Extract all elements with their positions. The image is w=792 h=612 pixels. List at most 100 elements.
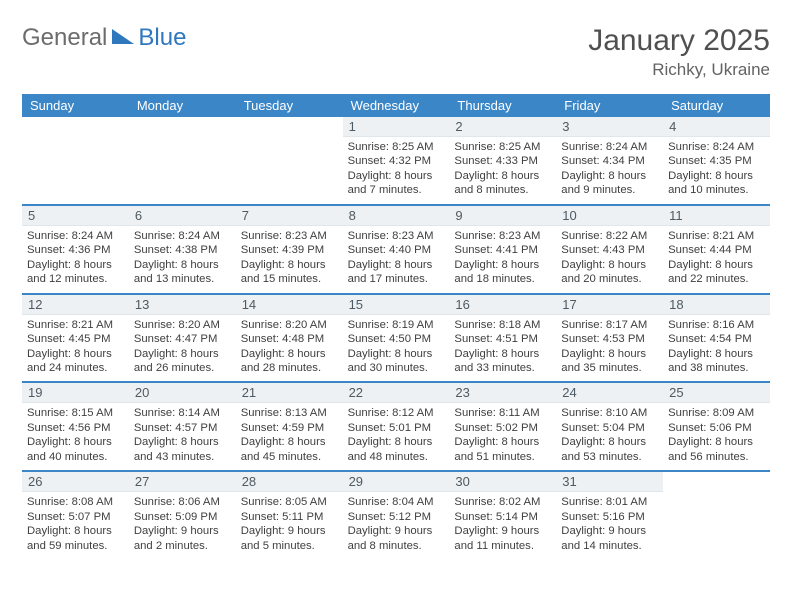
day-header-row: Sunday Monday Tuesday Wednesday Thursday… <box>22 94 770 117</box>
sunset-line: Sunset: 4:54 PM <box>668 332 765 346</box>
daylight-line: Daylight: 8 hours and 51 minutes. <box>454 435 551 464</box>
sunset-line: Sunset: 4:39 PM <box>241 243 338 257</box>
day-cell: 23Sunrise: 8:11 AMSunset: 5:02 PMDayligh… <box>449 383 556 470</box>
daylight-line: Daylight: 8 hours and 12 minutes. <box>27 258 124 287</box>
day-number: 28 <box>236 472 343 492</box>
day-data: Sunrise: 8:13 AMSunset: 4:59 PMDaylight:… <box>236 403 343 470</box>
day-data: Sunrise: 8:10 AMSunset: 5:04 PMDaylight:… <box>556 403 663 470</box>
daylight-line: Daylight: 9 hours and 5 minutes. <box>241 524 338 553</box>
day-cell: 19Sunrise: 8:15 AMSunset: 4:56 PMDayligh… <box>22 383 129 470</box>
day-cell: 15Sunrise: 8:19 AMSunset: 4:50 PMDayligh… <box>343 295 450 382</box>
day-number: 20 <box>129 383 236 403</box>
day-data: Sunrise: 8:04 AMSunset: 5:12 PMDaylight:… <box>343 492 450 559</box>
day-data: Sunrise: 8:06 AMSunset: 5:09 PMDaylight:… <box>129 492 236 559</box>
day-number: 19 <box>22 383 129 403</box>
day-data: Sunrise: 8:18 AMSunset: 4:51 PMDaylight:… <box>449 315 556 382</box>
sunset-line: Sunset: 5:01 PM <box>348 421 445 435</box>
sunrise-line: Sunrise: 8:21 AM <box>27 318 124 332</box>
day-number: 13 <box>129 295 236 315</box>
sunrise-line: Sunrise: 8:15 AM <box>27 406 124 420</box>
sunset-line: Sunset: 4:34 PM <box>561 154 658 168</box>
sunrise-line: Sunrise: 8:24 AM <box>561 140 658 154</box>
day-cell: 1Sunrise: 8:25 AMSunset: 4:32 PMDaylight… <box>343 117 450 204</box>
day-data: Sunrise: 8:20 AMSunset: 4:48 PMDaylight:… <box>236 315 343 382</box>
day-data: Sunrise: 8:24 AMSunset: 4:35 PMDaylight:… <box>663 137 770 204</box>
daylight-line: Daylight: 9 hours and 14 minutes. <box>561 524 658 553</box>
sunset-line: Sunset: 5:06 PM <box>668 421 765 435</box>
location-label: Richky, Ukraine <box>588 60 770 80</box>
sunset-line: Sunset: 5:07 PM <box>27 510 124 524</box>
sunrise-line: Sunrise: 8:11 AM <box>454 406 551 420</box>
daylight-line: Daylight: 8 hours and 8 minutes. <box>454 169 551 198</box>
sunset-line: Sunset: 5:04 PM <box>561 421 658 435</box>
daylight-line: Daylight: 8 hours and 13 minutes. <box>134 258 231 287</box>
logo-text-general: General <box>22 24 107 52</box>
day-number: 16 <box>449 295 556 315</box>
day-number: 4 <box>663 117 770 137</box>
daylight-line: Daylight: 8 hours and 7 minutes. <box>348 169 445 198</box>
sunset-line: Sunset: 5:12 PM <box>348 510 445 524</box>
daylight-line: Daylight: 8 hours and 9 minutes. <box>561 169 658 198</box>
daylight-line: Daylight: 8 hours and 17 minutes. <box>348 258 445 287</box>
day-data: Sunrise: 8:08 AMSunset: 5:07 PMDaylight:… <box>22 492 129 559</box>
sunrise-line: Sunrise: 8:06 AM <box>134 495 231 509</box>
day-cell: 28Sunrise: 8:05 AMSunset: 5:11 PMDayligh… <box>236 472 343 559</box>
daylight-line: Daylight: 8 hours and 15 minutes. <box>241 258 338 287</box>
daylight-line: Daylight: 9 hours and 11 minutes. <box>454 524 551 553</box>
sunrise-line: Sunrise: 8:24 AM <box>27 229 124 243</box>
sunset-line: Sunset: 5:09 PM <box>134 510 231 524</box>
day-number: 7 <box>236 206 343 226</box>
sunrise-line: Sunrise: 8:09 AM <box>668 406 765 420</box>
day-cell: 4Sunrise: 8:24 AMSunset: 4:35 PMDaylight… <box>663 117 770 204</box>
logo-triangle-icon <box>112 29 134 44</box>
dayhead-sat: Saturday <box>663 94 770 117</box>
sunset-line: Sunset: 4:47 PM <box>134 332 231 346</box>
header: General Blue January 2025 Richky, Ukrain… <box>22 24 770 80</box>
day-data: Sunrise: 8:05 AMSunset: 5:11 PMDaylight:… <box>236 492 343 559</box>
sunrise-line: Sunrise: 8:17 AM <box>561 318 658 332</box>
sunset-line: Sunset: 4:50 PM <box>348 332 445 346</box>
daylight-line: Daylight: 8 hours and 30 minutes. <box>348 347 445 376</box>
title-block: January 2025 Richky, Ukraine <box>588 24 770 80</box>
logo-text-blue: Blue <box>138 24 186 52</box>
sunset-line: Sunset: 5:16 PM <box>561 510 658 524</box>
day-cell: 24Sunrise: 8:10 AMSunset: 5:04 PMDayligh… <box>556 383 663 470</box>
daylight-line: Daylight: 8 hours and 43 minutes. <box>134 435 231 464</box>
day-cell: 22Sunrise: 8:12 AMSunset: 5:01 PMDayligh… <box>343 383 450 470</box>
day-cell: 26Sunrise: 8:08 AMSunset: 5:07 PMDayligh… <box>22 472 129 559</box>
sunrise-line: Sunrise: 8:04 AM <box>348 495 445 509</box>
daylight-line: Daylight: 9 hours and 8 minutes. <box>348 524 445 553</box>
sunset-line: Sunset: 4:40 PM <box>348 243 445 257</box>
sunset-line: Sunset: 4:43 PM <box>561 243 658 257</box>
day-number: 26 <box>22 472 129 492</box>
day-number: 5 <box>22 206 129 226</box>
dayhead-thu: Thursday <box>449 94 556 117</box>
day-number: 17 <box>556 295 663 315</box>
day-data: Sunrise: 8:23 AMSunset: 4:40 PMDaylight:… <box>343 226 450 293</box>
sunset-line: Sunset: 5:14 PM <box>454 510 551 524</box>
sunset-line: Sunset: 4:33 PM <box>454 154 551 168</box>
day-number: 8 <box>343 206 450 226</box>
sunrise-line: Sunrise: 8:20 AM <box>241 318 338 332</box>
day-cell: 21Sunrise: 8:13 AMSunset: 4:59 PMDayligh… <box>236 383 343 470</box>
sunrise-line: Sunrise: 8:23 AM <box>241 229 338 243</box>
sunrise-line: Sunrise: 8:18 AM <box>454 318 551 332</box>
day-cell: 18Sunrise: 8:16 AMSunset: 4:54 PMDayligh… <box>663 295 770 382</box>
day-cell: 8Sunrise: 8:23 AMSunset: 4:40 PMDaylight… <box>343 206 450 293</box>
dayhead-fri: Friday <box>556 94 663 117</box>
day-cell: 17Sunrise: 8:17 AMSunset: 4:53 PMDayligh… <box>556 295 663 382</box>
sunrise-line: Sunrise: 8:23 AM <box>348 229 445 243</box>
day-data: Sunrise: 8:16 AMSunset: 4:54 PMDaylight:… <box>663 315 770 382</box>
sunrise-line: Sunrise: 8:08 AM <box>27 495 124 509</box>
day-data: Sunrise: 8:23 AMSunset: 4:41 PMDaylight:… <box>449 226 556 293</box>
week-row: 12Sunrise: 8:21 AMSunset: 4:45 PMDayligh… <box>22 295 770 382</box>
day-cell <box>236 117 343 204</box>
sunrise-line: Sunrise: 8:13 AM <box>241 406 338 420</box>
day-cell <box>129 117 236 204</box>
day-cell: 29Sunrise: 8:04 AMSunset: 5:12 PMDayligh… <box>343 472 450 559</box>
week-row: 1Sunrise: 8:25 AMSunset: 4:32 PMDaylight… <box>22 117 770 204</box>
sunset-line: Sunset: 5:02 PM <box>454 421 551 435</box>
sunrise-line: Sunrise: 8:21 AM <box>668 229 765 243</box>
sunset-line: Sunset: 4:51 PM <box>454 332 551 346</box>
sunrise-line: Sunrise: 8:25 AM <box>454 140 551 154</box>
